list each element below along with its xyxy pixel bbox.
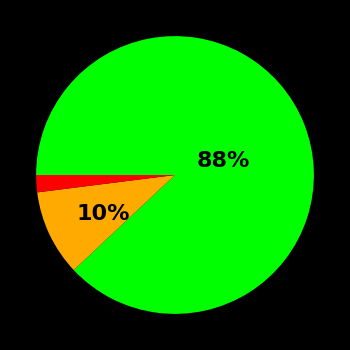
Wedge shape (36, 36, 314, 314)
Wedge shape (36, 175, 175, 192)
Text: 10%: 10% (76, 204, 130, 224)
Text: 88%: 88% (197, 151, 250, 171)
Wedge shape (37, 175, 175, 270)
